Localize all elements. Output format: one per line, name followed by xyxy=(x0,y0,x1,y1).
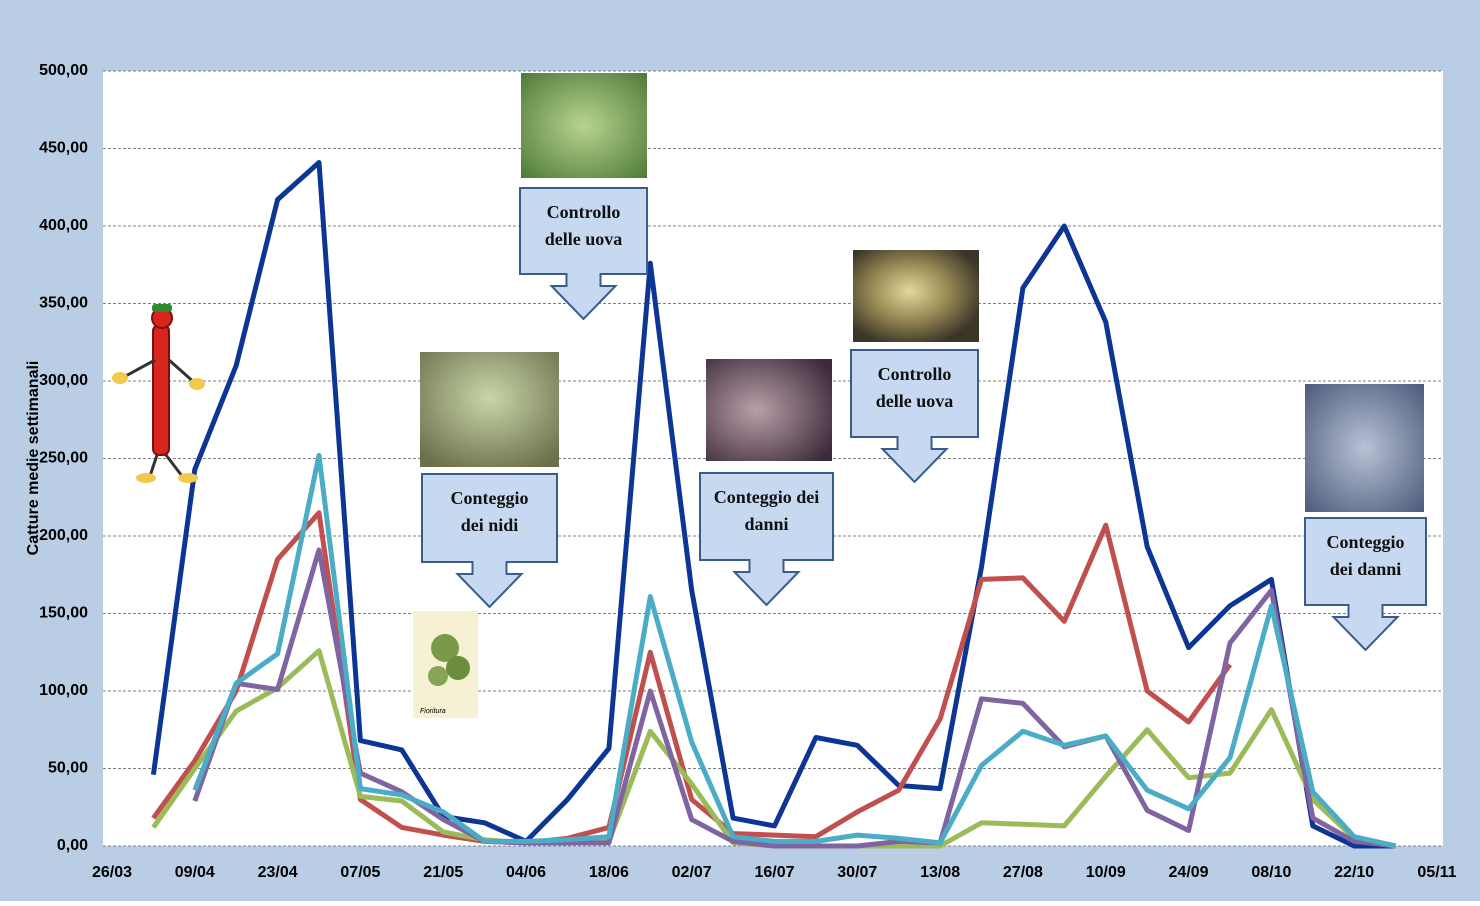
photo xyxy=(853,250,979,342)
callout-text: Conteggio dei xyxy=(714,487,820,507)
x-tick-label: 02/07 xyxy=(672,864,712,881)
callout-text: Conteggio xyxy=(451,488,529,508)
callout xyxy=(421,473,558,609)
x-tick-label: 22/10 xyxy=(1334,864,1374,881)
y-tick-label: 100,00 xyxy=(39,682,88,699)
callout-text: delle uova xyxy=(876,391,954,411)
photo xyxy=(420,352,559,467)
x-tick-label: 23/04 xyxy=(258,864,298,881)
x-tick-label: 07/05 xyxy=(340,864,380,881)
y-tick-label: 500,00 xyxy=(39,62,88,79)
callout-text: dei nidi xyxy=(461,515,519,535)
callout xyxy=(519,187,648,321)
flower-card: Fioritura xyxy=(413,611,478,718)
y-tick-label: 0,00 xyxy=(57,837,88,854)
x-tick-label: 18/06 xyxy=(589,864,629,881)
y-tick-label: 50,00 xyxy=(48,760,88,777)
x-tick-label: 26/03 xyxy=(92,864,132,881)
x-tick-label: 16/07 xyxy=(754,864,794,881)
callout xyxy=(1304,517,1427,652)
photo xyxy=(706,359,832,461)
callout-text: Controllo xyxy=(547,202,621,222)
y-tick-label: 400,00 xyxy=(39,217,88,234)
series-line xyxy=(150,160,1396,849)
x-tick-label: 21/05 xyxy=(423,864,463,881)
x-tick-label: 24/09 xyxy=(1169,864,1209,881)
x-tick-label: 09/04 xyxy=(175,864,215,881)
y-tick-label: 300,00 xyxy=(39,372,88,389)
callout-text: danni xyxy=(744,514,788,534)
y-tick-label: 450,00 xyxy=(39,140,88,157)
x-tick-label: 10/09 xyxy=(1086,864,1126,881)
series-line xyxy=(192,452,1397,849)
x-tick-label: 13/08 xyxy=(920,864,960,881)
callout-text: Conteggio xyxy=(1327,532,1405,552)
callout xyxy=(850,349,979,484)
x-tick-label: 30/07 xyxy=(837,864,877,881)
caption: Fioritura xyxy=(420,708,446,715)
y-tick-label: 250,00 xyxy=(39,450,88,467)
y-axis-label: Catture medie settimanali xyxy=(25,361,42,556)
y-tick-label: 150,00 xyxy=(39,605,88,622)
x-tick-label: 08/10 xyxy=(1251,864,1291,881)
x-tick-label: 27/08 xyxy=(1003,864,1043,881)
photo xyxy=(1305,384,1424,512)
callout-text: dei danni xyxy=(1330,559,1402,579)
series-line xyxy=(151,510,1233,846)
callout-text: Controllo xyxy=(878,364,952,384)
mascot xyxy=(112,304,205,483)
y-tick-label: 200,00 xyxy=(39,527,88,544)
x-tick-label: 04/06 xyxy=(506,864,546,881)
x-tick-label: 05/11 xyxy=(1417,864,1456,881)
callout-text: delle uova xyxy=(545,229,623,249)
photo xyxy=(521,73,647,178)
callout xyxy=(699,472,834,607)
y-tick-label: 350,00 xyxy=(39,295,88,312)
